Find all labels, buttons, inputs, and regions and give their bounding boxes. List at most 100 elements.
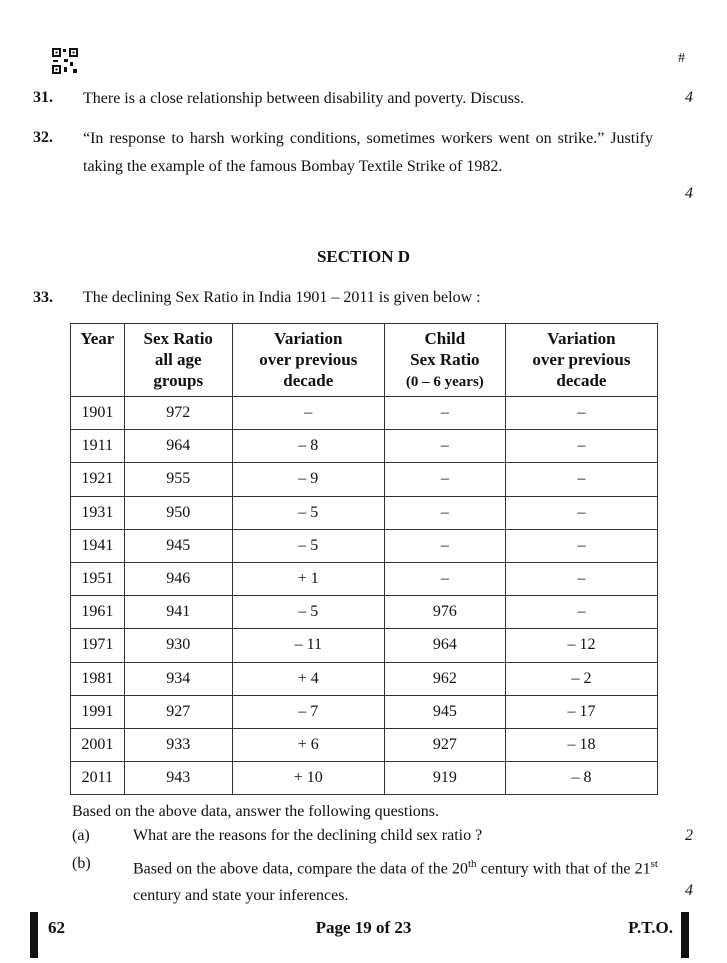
- text-segment: century and state your inferences.: [133, 887, 349, 905]
- table-cell: 943: [123, 761, 233, 796]
- header-line: Sex Ratio: [143, 329, 213, 348]
- table-cell: 1941: [70, 528, 125, 563]
- table-cell: 946: [123, 561, 233, 597]
- header-line: Year: [80, 329, 115, 348]
- table-cell: 976: [383, 595, 506, 630]
- table-cell: – 5: [231, 495, 385, 530]
- table-cell: –: [231, 395, 385, 431]
- header-cell: Sex Ratio all age groups: [123, 323, 233, 397]
- table-cell: –: [383, 462, 506, 497]
- header-cell: Year: [70, 323, 125, 397]
- table-cell: 1961: [70, 595, 125, 630]
- table-cell: – 18: [504, 727, 659, 763]
- table-cell: – 2: [504, 661, 659, 696]
- part-marks: 2: [685, 827, 693, 844]
- footer-page: Page 19 of 23: [315, 918, 412, 937]
- table-cell: 962: [383, 661, 506, 696]
- header-row: Year Sex Ratio all age groups Variation over …: [70, 323, 659, 397]
- table-cell: 1981: [70, 661, 125, 696]
- table-row: 2001 933 + 6 927– 18: [70, 727, 659, 763]
- qr-code: [52, 48, 78, 74]
- table-cell: 934: [123, 661, 233, 696]
- header-line: groups: [153, 371, 204, 390]
- header-line: over previous: [259, 350, 358, 369]
- table-cell: – 8: [504, 761, 659, 796]
- table-cell: – 5: [231, 528, 385, 563]
- table-cell: 1951: [70, 561, 125, 597]
- table-cell: –: [504, 528, 659, 563]
- table-cell: – 11: [231, 628, 385, 663]
- table-cell: – 8: [231, 429, 385, 464]
- header-line: over previous: [532, 350, 631, 369]
- table-row: 1911 964– 8– –: [70, 429, 659, 464]
- table-cell: 945: [383, 694, 506, 729]
- table-cell: 2011: [70, 761, 125, 796]
- table-cell: –: [504, 595, 659, 630]
- question-marks: 4: [685, 89, 693, 106]
- table-cell: –: [383, 561, 506, 597]
- table-cell: + 6: [231, 727, 385, 763]
- table-cell: – 12: [504, 628, 659, 663]
- intro-text: Based on the above data, answer the foll…: [72, 803, 440, 820]
- table-cell: –: [504, 561, 659, 597]
- header-cell: Variation over previous decade: [504, 323, 659, 397]
- question-text: The declining Sex Ratio in India 1901 – …: [83, 289, 481, 306]
- table-row: 1971 930– 11 964– 12: [70, 628, 659, 663]
- table-cell: – 9: [231, 462, 385, 497]
- header-cell: Child Sex Ratio (0 – 6 years): [383, 323, 506, 397]
- part-text: What are the reasons for the declining c…: [133, 827, 653, 845]
- part-label: (a): [72, 827, 90, 844]
- table-body: 1901 972– – –1911 964– 8– –1921 955– 9– –1931 95…: [70, 395, 659, 796]
- header-line: (0 – 6 years): [405, 374, 484, 390]
- table-cell: – 5: [231, 595, 385, 630]
- table-cell: – 7: [231, 694, 385, 729]
- header-cell: Variation over previous decade: [231, 323, 385, 397]
- header-line: decade: [283, 371, 334, 390]
- header-line: Sex Ratio: [410, 350, 480, 369]
- table-row: 1991 927– 7 945– 17: [70, 694, 659, 729]
- table-cell: + 1: [231, 561, 385, 597]
- table-cell: 950: [123, 495, 233, 530]
- table-cell: 955: [123, 462, 233, 497]
- table-cell: 933: [123, 727, 233, 763]
- table-row: 1951 946 + 1– –: [70, 561, 659, 597]
- table-cell: –: [383, 528, 506, 563]
- part-marks: 4: [685, 882, 693, 899]
- table-cell: 1911: [70, 429, 125, 464]
- question-number: 33.: [33, 289, 53, 306]
- footer-bar: [30, 912, 38, 958]
- table-cell: – 17: [504, 694, 659, 729]
- header-line: decade: [556, 371, 607, 390]
- table-row: 1941 945– 5– –: [70, 528, 659, 563]
- table-cell: 1921: [70, 462, 125, 497]
- table-row: 1921 955– 9– –: [70, 462, 659, 497]
- table-cell: –: [383, 429, 506, 464]
- table-row: 1901 972– – –: [70, 395, 659, 431]
- table-cell: 941: [123, 595, 233, 630]
- table-cell: –: [504, 495, 659, 530]
- section-title: SECTION D: [316, 247, 411, 266]
- table-row: 1961 941– 5 976–: [70, 595, 659, 630]
- question-number: 31.: [33, 89, 53, 106]
- text-segment: Based on the above data, compare the dat…: [133, 860, 468, 878]
- table-cell: –: [504, 429, 659, 464]
- table-cell: + 4: [231, 661, 385, 696]
- table-cell: 972: [123, 395, 233, 431]
- part-text: Based on the above data, compare the dat…: [133, 851, 658, 909]
- table-row: 1981 934 + 4 962– 2: [70, 661, 659, 696]
- table-cell: 1991: [70, 694, 125, 729]
- table-cell: 919: [383, 761, 506, 796]
- table-cell: 930: [123, 628, 233, 663]
- question-text: “In response to harsh working conditions…: [83, 130, 653, 175]
- table-cell: 945: [123, 528, 233, 563]
- table-cell: 964: [123, 429, 233, 464]
- table-row: 1931 950– 5– –: [70, 495, 659, 530]
- question-marks: 4: [685, 185, 693, 202]
- table-cell: 1901: [70, 395, 125, 431]
- table-cell: 1971: [70, 628, 125, 663]
- footer-pto: P.T.O.: [628, 918, 673, 937]
- table-cell: 927: [383, 727, 506, 763]
- table-row: 2011 943 + 10 919– 8: [70, 761, 659, 796]
